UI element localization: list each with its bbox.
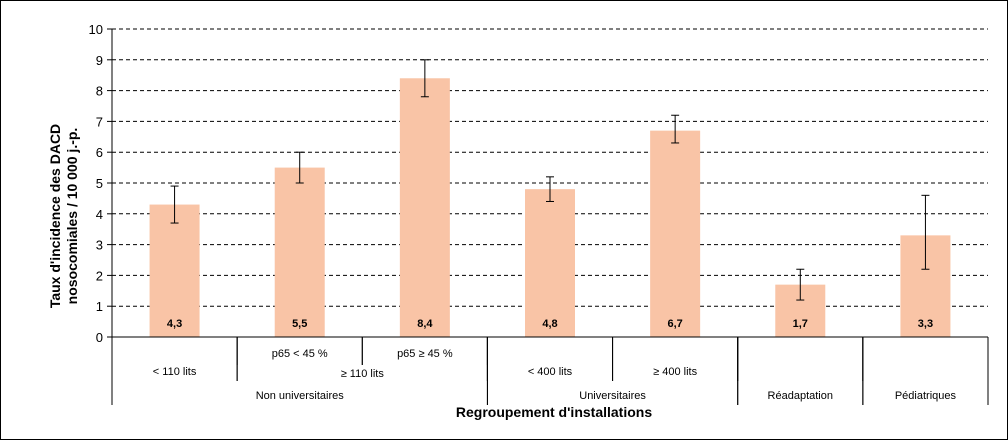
data-labels: 4,3 5,5 8,4 4,8 6,7 1,7 3,3: [167, 318, 933, 330]
data-label: 4,3: [167, 318, 182, 330]
data-label: 6,7: [667, 318, 682, 330]
category-labels: p65 < 45 % p65 ≥ 45 % < 110 lits ≥ 110 lits…: [153, 348, 957, 402]
bar: [149, 204, 200, 337]
y-axis-title-line1: Taux d'incidence des DACD: [47, 124, 63, 308]
y-tick-label: 7: [96, 114, 103, 129]
category-label-level1: p65 ≥ 45 %: [397, 348, 453, 360]
y-tick-labels: 0 1 2 3 4 5 6 7 8 9 10: [89, 22, 103, 345]
axes: [107, 28, 989, 405]
y-tick-label: 8: [96, 84, 103, 99]
category-label-level3: Pédiatriques: [895, 390, 957, 402]
y-tick-label: 1: [96, 299, 103, 314]
bar: [274, 167, 325, 337]
y-tick-label: 6: [96, 145, 103, 160]
category-label-level2: ≥ 400 lits: [653, 366, 697, 378]
bar: [525, 189, 575, 337]
category-label-level3: Universitaires: [579, 390, 646, 402]
y-tick-label: 2: [96, 268, 103, 283]
category-label-level3: Non universitaires: [256, 390, 345, 402]
error-bars: [170, 59, 930, 301]
y-tick-label: 4: [96, 207, 103, 222]
data-label: 3,3: [918, 318, 933, 330]
category-label-level2: < 110 lits: [153, 366, 197, 378]
y-tick-label: 0: [96, 330, 103, 345]
data-label: 8,4: [417, 318, 433, 330]
y-tick-label: 10: [89, 22, 103, 37]
bar: [399, 78, 450, 337]
category-label-level1: p65 < 45 %: [272, 348, 328, 360]
category-label-level2: < 400 lits: [528, 366, 573, 378]
bars: [149, 78, 951, 337]
y-axis-title-line2: nosocomiales / 10 000 j.-p.: [64, 128, 80, 305]
data-label: 5,5: [292, 318, 307, 330]
y-tick-label: 5: [96, 176, 103, 191]
category-label-level2: ≥ 110 lits: [341, 368, 385, 380]
y-tick-label: 9: [96, 53, 103, 68]
y-tick-label: 3: [96, 238, 103, 253]
x-axis-title: Regroupement d'installations: [456, 404, 652, 420]
data-label: 4,8: [542, 318, 557, 330]
category-label-level3: Réadaptation: [768, 390, 833, 402]
data-label: 1,7: [793, 318, 808, 330]
bar: [650, 130, 701, 337]
